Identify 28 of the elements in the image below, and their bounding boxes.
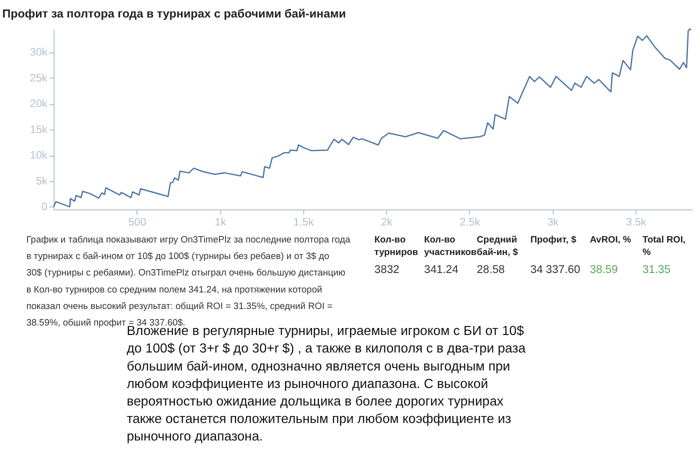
y-tick-label: 30k (30, 46, 48, 59)
x-tick-label: 2.5k (460, 216, 481, 228)
y-tick-label: 25k (30, 72, 48, 84)
text: Профит, $ (530, 234, 578, 245)
y-tick-label: 15k (30, 124, 48, 136)
text: Кол-во турниров (374, 234, 418, 258)
y-tick-label: 5k (36, 175, 48, 188)
text: 31.35 (642, 264, 671, 276)
y-tick-label: 20k (30, 98, 48, 110)
y-tick-label: 10k (30, 150, 48, 162)
y-tick-label: 0 (41, 201, 48, 214)
text: Кол-во участников (424, 234, 477, 258)
x-tick-label: 1k (214, 216, 227, 228)
text: 38.59 (590, 264, 618, 276)
chart-title: Профит за полтора года в турнирах с рабочими бай-инами (2, 8, 346, 21)
text: Средний бай-ин, $ (476, 234, 519, 258)
x-tick-label: 1.5k (293, 216, 314, 228)
text: 341.24 (424, 264, 458, 276)
text: AvROI, % (590, 234, 632, 245)
x-tick-label: 2k (381, 216, 393, 228)
line-series (52, 28, 692, 208)
text: 28.58 (476, 264, 505, 276)
x-tick-label: 3.5k (626, 216, 647, 228)
x-tick-label: 3k (547, 216, 560, 228)
x-tick-label: 500 (128, 216, 146, 228)
text: 34 337.60 (530, 264, 580, 276)
text: 3832 (374, 264, 400, 276)
text: Total ROI, % (642, 234, 686, 258)
